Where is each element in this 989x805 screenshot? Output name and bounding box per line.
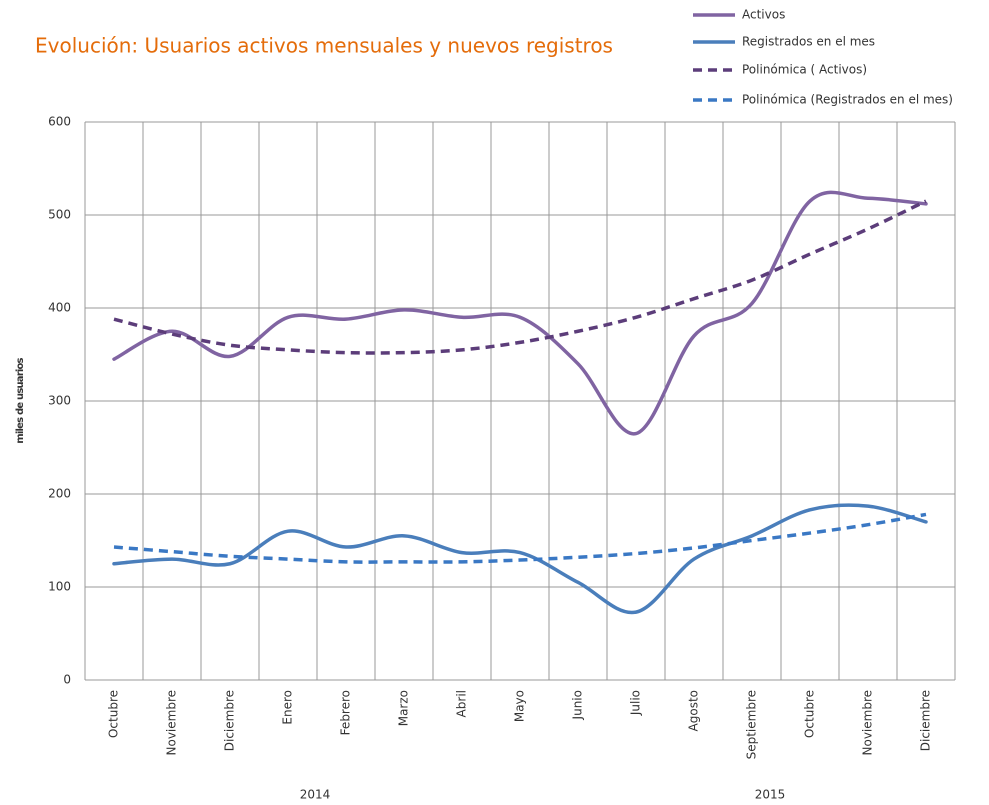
x-tick-label: Octubre xyxy=(803,690,817,738)
series-line xyxy=(112,503,928,615)
y-tick-label: 100 xyxy=(48,580,71,594)
x-tick-label: Diciembre xyxy=(223,690,237,751)
y-tick-label: 200 xyxy=(48,487,71,501)
x-tick-label: Agosto xyxy=(687,690,701,731)
x-tick-label: Febrero xyxy=(339,690,353,735)
x-tick-label: Mayo xyxy=(513,690,527,722)
y-axis-label: miles de usuarios xyxy=(15,357,26,443)
x-tick-label: Marzo xyxy=(397,690,411,726)
x-tick-label: Diciembre xyxy=(919,690,933,751)
year-label: 2014 xyxy=(300,788,331,802)
series-line xyxy=(113,199,927,355)
y-tick-label: 400 xyxy=(48,301,71,315)
y-tick-label: 500 xyxy=(48,208,71,222)
y-tick-label: 300 xyxy=(48,394,71,408)
legend-label: Polinómica ( Activos) xyxy=(742,63,867,77)
year-label: 2015 xyxy=(755,788,786,802)
series-line xyxy=(113,512,927,564)
x-tick-label: Noviembre xyxy=(861,690,875,756)
x-tick-label: Abril xyxy=(455,690,469,717)
legend-label: Activos xyxy=(742,8,785,22)
x-tick-label: Septiembre xyxy=(745,690,759,759)
y-tick-label: 0 xyxy=(63,673,71,687)
series-line xyxy=(112,190,928,436)
x-tick-label: Junio xyxy=(571,690,585,720)
x-tick-label: Julio xyxy=(629,690,643,716)
x-tick-label: Noviembre xyxy=(165,690,179,756)
legend-label: Polinómica (Registrados en el mes) xyxy=(742,93,953,107)
x-tick-label: Enero xyxy=(281,690,295,725)
x-tick-label: Octubre xyxy=(107,690,121,738)
legend-label: Registrados en el mes xyxy=(742,35,875,49)
y-tick-label: 600 xyxy=(48,115,71,129)
chart-title: Evolución: Usuarios activos mensuales y … xyxy=(35,34,613,58)
